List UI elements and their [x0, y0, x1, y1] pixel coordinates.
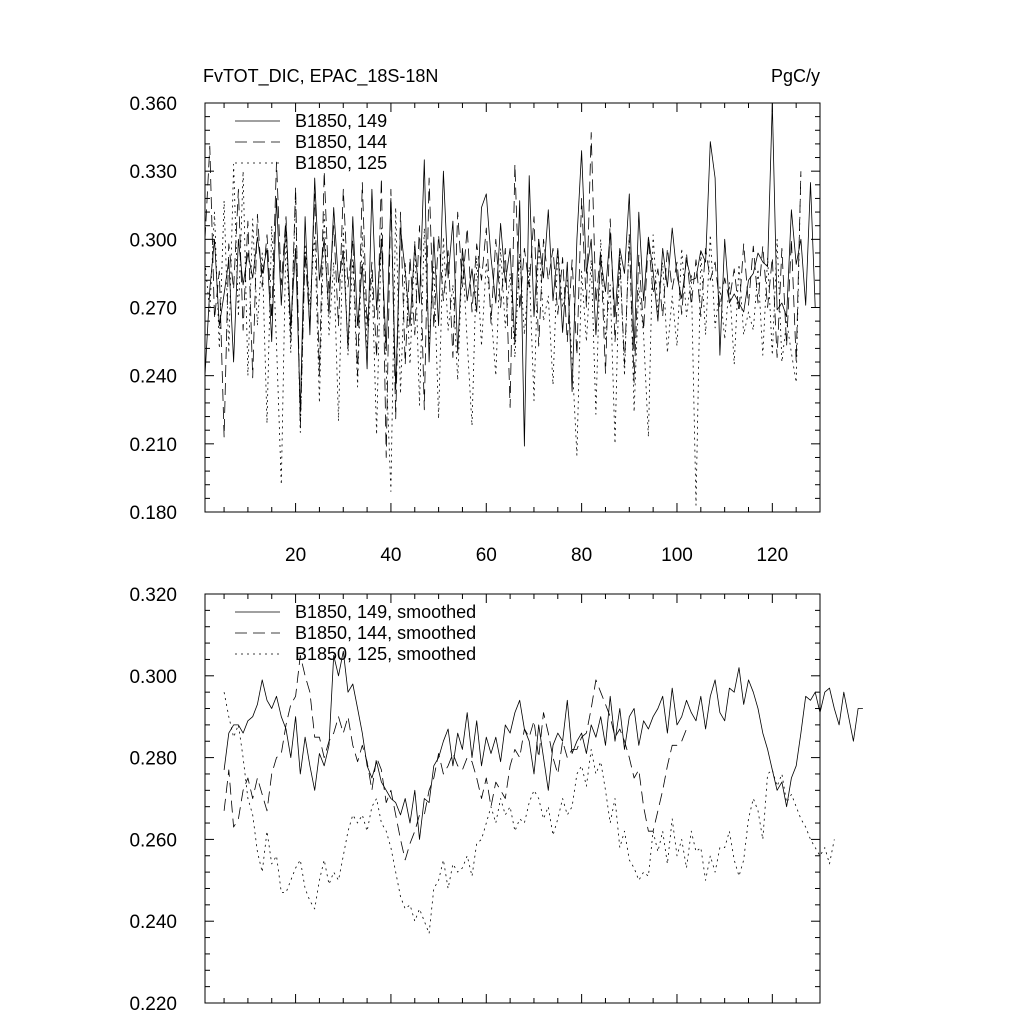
legend-label: B1850, 149 [295, 111, 387, 131]
series-line [223, 655, 687, 861]
y-tick-label: 0.270 [129, 299, 177, 320]
series-line [204, 132, 802, 458]
legend-label: B1850, 125 [295, 153, 387, 173]
y-tick-label: 0.300 [129, 230, 177, 251]
x-tick-label: 100 [661, 545, 693, 566]
x-tick-label: 60 [476, 545, 497, 566]
series-line [223, 692, 835, 934]
y-tick-label: 0.240 [129, 912, 177, 933]
legend-label: B1850, 149, smoothed [295, 602, 476, 622]
y-tick-label: 0.260 [129, 830, 177, 851]
y-tick-label: 0.280 [129, 749, 177, 770]
legend-label: B1850, 144, smoothed [295, 623, 476, 643]
series-line [223, 650, 863, 840]
units-label: PgC/y [771, 66, 820, 86]
y-tick-label: 0.360 [129, 94, 177, 115]
x-tick-label: 20 [285, 545, 306, 566]
y-tick-label: 0.220 [129, 994, 177, 1015]
x-tick-label: 40 [380, 545, 401, 566]
y-tick-label: 0.240 [129, 367, 177, 388]
y-tick-label: 0.320 [129, 585, 177, 606]
series-line [204, 102, 816, 447]
y-tick-label: 0.210 [129, 435, 177, 456]
bottom-panel: 0.220 0.240 0.260 0.280 0.300 0.320 B1850, 149… [129, 585, 863, 1015]
plot-frame [204, 593, 821, 1004]
top-panel: 0.180 0.210 0.240 0.270 0.300 0.330 0.360 20 40 6… [129, 94, 821, 566]
legend-label: B1850, 125, smoothed [295, 644, 476, 664]
legend-label: B1850, 144 [295, 132, 387, 152]
x-tick-label: 80 [571, 545, 592, 566]
y-tick-label: 0.330 [129, 162, 177, 183]
chart-title: FvTOT_DIC, EPAC_18S-18N [203, 66, 438, 87]
x-tick-label: 120 [756, 545, 788, 566]
y-tick-label: 0.180 [129, 503, 177, 524]
y-tick-label: 0.300 [129, 667, 177, 688]
